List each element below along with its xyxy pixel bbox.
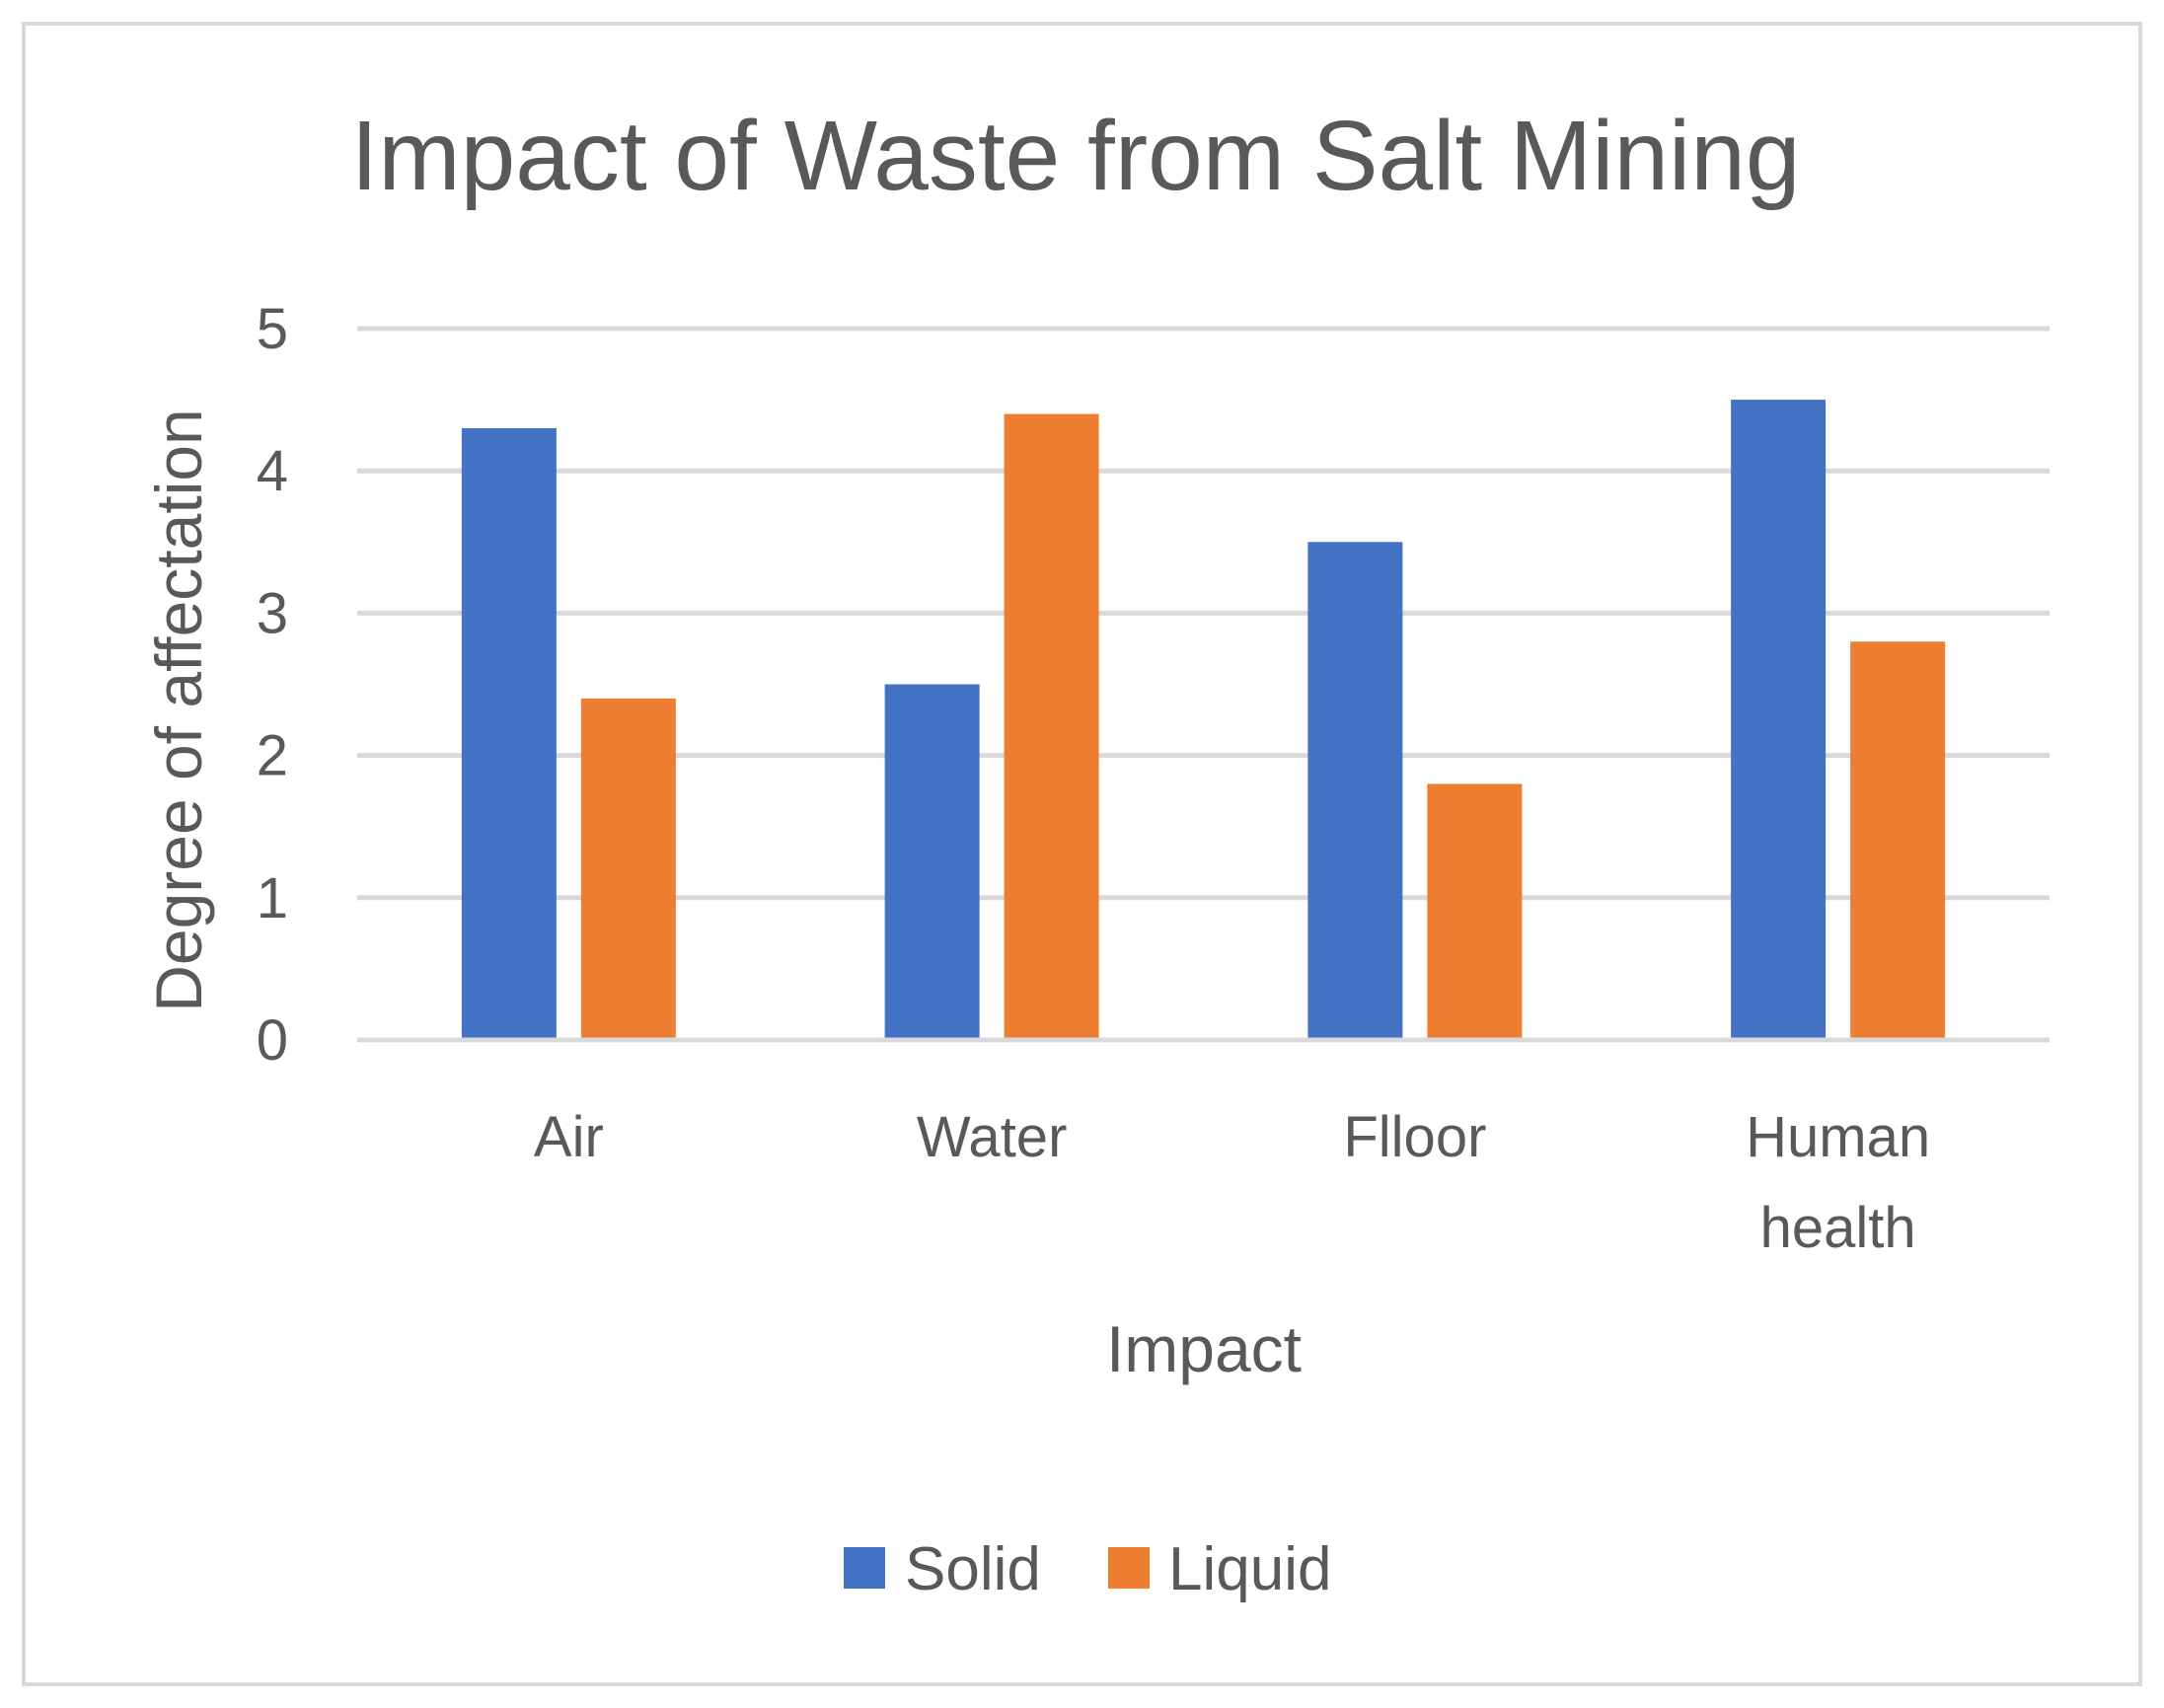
x-axis-ticks: Air Water Flloor Human health [534,1105,1930,1260]
x-tick-label: Flloor [1343,1105,1486,1169]
legend-label-solid: Solid [905,1535,1041,1603]
y-tick-label: 2 [257,724,288,788]
y-tick-label: 0 [257,1008,288,1073]
x-tick-label: Water [917,1105,1068,1169]
chart-title: Impact of Waste from Salt Mining [351,101,1801,211]
y-tick-label: 3 [257,581,288,645]
x-tick-label: Human [1746,1105,1930,1169]
x-tick-label: Air [534,1105,604,1169]
bars [357,400,2050,1043]
y-axis-title: Degree of affectation [142,408,215,1012]
bar-solid-flloor [1307,542,1403,1040]
legend-swatch-solid [844,1547,885,1589]
legend-swatch-liquid [1108,1547,1150,1589]
bar-solid-water [884,684,980,1040]
x-axis-title: Impact [1106,1312,1302,1385]
bar-liquid-water [1004,413,1099,1040]
bar-solid-human-health [1731,400,1827,1041]
x-tick-label: health [1760,1196,1916,1260]
legend-label-liquid: Liquid [1168,1535,1331,1603]
legend: Solid Liquid [844,1535,1331,1603]
y-axis-ticks: 0 1 2 3 4 5 [257,297,288,1073]
y-tick-label: 5 [257,297,288,361]
bar-liquid-human-health [1850,641,1946,1040]
y-tick-label: 4 [257,439,288,503]
bar-liquid-flloor [1427,783,1523,1040]
bar-liquid-air [580,698,676,1040]
bar-solid-air [461,427,557,1040]
y-tick-label: 1 [257,866,288,930]
